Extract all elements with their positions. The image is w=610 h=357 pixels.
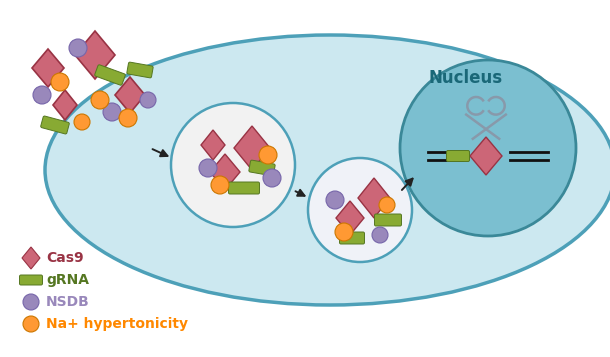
Polygon shape xyxy=(470,137,502,175)
Circle shape xyxy=(74,114,90,130)
Circle shape xyxy=(259,146,277,164)
Text: Na+ hypertonicity: Na+ hypertonicity xyxy=(46,317,188,331)
Circle shape xyxy=(69,39,87,57)
FancyBboxPatch shape xyxy=(95,65,125,85)
Polygon shape xyxy=(32,49,64,87)
Polygon shape xyxy=(75,31,115,79)
Circle shape xyxy=(103,103,121,121)
Ellipse shape xyxy=(45,35,610,305)
Polygon shape xyxy=(210,154,240,190)
FancyBboxPatch shape xyxy=(375,214,401,226)
Polygon shape xyxy=(115,77,145,113)
FancyBboxPatch shape xyxy=(340,232,365,244)
Circle shape xyxy=(171,103,295,227)
Circle shape xyxy=(199,159,217,177)
Polygon shape xyxy=(201,130,225,160)
Circle shape xyxy=(263,169,281,187)
Circle shape xyxy=(326,191,344,209)
Polygon shape xyxy=(358,178,390,218)
Circle shape xyxy=(308,158,412,262)
Circle shape xyxy=(119,109,137,127)
Circle shape xyxy=(23,316,39,332)
Polygon shape xyxy=(53,90,77,120)
Circle shape xyxy=(379,197,395,213)
FancyBboxPatch shape xyxy=(249,160,275,176)
Text: NSDB: NSDB xyxy=(46,295,90,309)
FancyBboxPatch shape xyxy=(41,116,70,134)
Text: Nucleus: Nucleus xyxy=(429,69,503,87)
Circle shape xyxy=(335,223,353,241)
Text: Cas9: Cas9 xyxy=(46,251,84,265)
Circle shape xyxy=(33,86,51,104)
Circle shape xyxy=(211,176,229,194)
Circle shape xyxy=(51,73,69,91)
FancyBboxPatch shape xyxy=(229,182,259,194)
FancyBboxPatch shape xyxy=(127,62,153,78)
Polygon shape xyxy=(336,201,364,235)
Circle shape xyxy=(23,294,39,310)
Polygon shape xyxy=(234,126,270,170)
Circle shape xyxy=(372,227,388,243)
FancyBboxPatch shape xyxy=(20,275,43,285)
Circle shape xyxy=(91,91,109,109)
FancyBboxPatch shape xyxy=(447,151,470,161)
Text: gRNA: gRNA xyxy=(46,273,89,287)
Polygon shape xyxy=(22,247,40,269)
Circle shape xyxy=(400,60,576,236)
Circle shape xyxy=(140,92,156,108)
